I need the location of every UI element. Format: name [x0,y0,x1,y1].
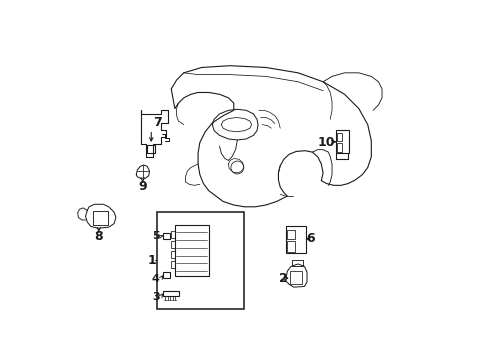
Text: 1: 1 [148,254,156,267]
Bar [336,143,341,152]
Bar [285,226,305,253]
Text: 9: 9 [138,180,147,193]
Text: 10: 10 [317,136,335,149]
Bar [171,251,175,257]
Bar [335,130,348,153]
Bar [171,241,175,248]
Text: 5: 5 [152,231,159,242]
Text: 2: 2 [279,272,287,285]
Bar [290,271,302,284]
Bar [175,225,208,276]
Text: 6: 6 [305,233,314,246]
Text: 3: 3 [152,292,159,302]
Bar [163,291,179,296]
Bar [163,272,169,278]
Bar [147,145,155,153]
Text: 8: 8 [94,230,103,243]
Text: 7: 7 [153,116,162,129]
Bar [157,212,244,309]
Bar [287,230,294,239]
Bar [171,231,175,238]
Bar [291,260,303,266]
Bar [163,233,169,239]
Bar [171,261,175,267]
Bar [336,133,341,141]
Bar [287,241,294,252]
Text: 4: 4 [151,274,159,284]
Bar [93,211,107,225]
